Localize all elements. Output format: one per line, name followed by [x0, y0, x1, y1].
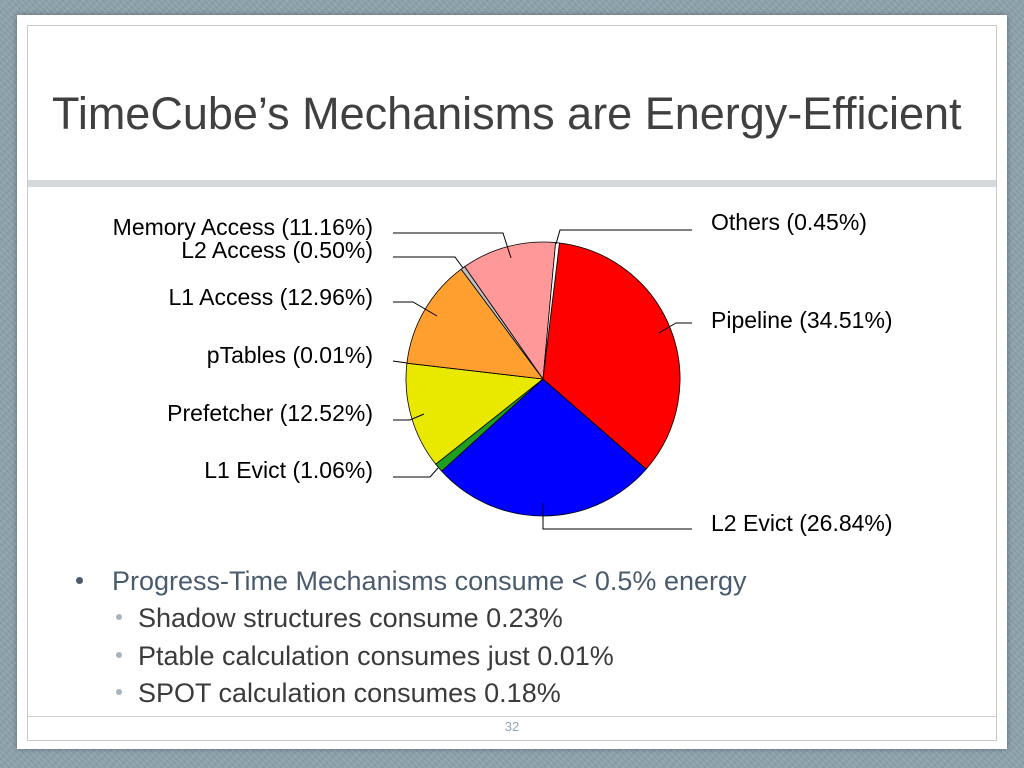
leader-line-prefetcher [393, 413, 425, 421]
slice-value: (12.96%) [273, 284, 373, 310]
slice-label-l1-access: L1 Access (12.96%) [168, 284, 373, 310]
slice-value: (11.16%) [275, 214, 373, 240]
bullet-marker [76, 577, 83, 584]
slice-value: (1.06%) [286, 457, 373, 483]
pie-slice-prefetcher [405, 362, 544, 465]
pie-slice-l1-access [406, 268, 544, 380]
pie-slice-l2-evict [441, 378, 647, 517]
bullet-text: Progress-Time Mechanisms consume < 0.5% … [112, 566, 747, 596]
slice-labels: Pipeline (34.51%) L2 Evict (26.84%) L1 Evi… [113, 209, 893, 536]
leader-line-l1-evict [393, 467, 439, 478]
leader-line-memory-access [393, 232, 512, 259]
leader-line-ptables [392, 360, 408, 364]
pie-slice-memory-access [464, 241, 557, 380]
slice-label-others: Others (0.45%) [711, 209, 867, 235]
slice-category: L2 Evict [711, 510, 793, 536]
sub-bullet-marker [116, 689, 122, 695]
leader-line-l1-access [393, 301, 438, 317]
slice-category: L1 Evict [204, 457, 286, 483]
slide-frame [27, 25, 997, 741]
sub-bullet-text: Shadow structures consume 0.23% [138, 603, 563, 633]
slice-label-l2-evict: L2 Evict (26.84%) [711, 510, 893, 536]
slice-category: L1 Access [168, 284, 273, 310]
slice-category: pTables [207, 342, 286, 368]
slice-value: (34.51%) [793, 307, 893, 333]
slice-label-l1-evict: L1 Evict (1.06%) [204, 457, 373, 483]
pie-chart: Pipeline (34.51%) L2 Evict (26.84%) L1 Evi… [113, 209, 893, 536]
leader-line-l2-evict [542, 503, 692, 530]
slice-category: Memory Access [113, 214, 275, 240]
title-divider [28, 180, 996, 187]
leader-lines [392, 229, 692, 530]
footer-divider [28, 716, 996, 717]
slice-category: Others [711, 209, 780, 235]
slice-label-memory-access: Memory Access (11.16%) [113, 214, 373, 240]
pie-slice-others [542, 242, 560, 380]
leader-line-others [555, 229, 692, 245]
sub-bullet-text: Ptable calculation consumes just 0.01% [138, 641, 614, 671]
pie-slices [405, 241, 681, 517]
leader-line-pipeline [658, 322, 692, 334]
slice-value: (0.45%) [780, 209, 867, 235]
sub-bullet-text: SPOT calculation consumes 0.18% [138, 678, 561, 708]
sub-bullet-marker [116, 652, 122, 658]
slice-category: Prefetcher [167, 400, 273, 426]
slice-value: (26.84%) [793, 510, 893, 536]
slice-category: L2 Access [181, 237, 286, 263]
slice-label-l2-access: L2 Access (0.50%) [181, 237, 373, 263]
pie-slice-pipeline [542, 242, 681, 470]
slice-category: Pipeline [711, 307, 793, 333]
slice-label-pipeline: Pipeline (34.51%) [711, 307, 893, 333]
slice-value: (0.01%) [286, 342, 373, 368]
slice-label-prefetcher: Prefetcher (12.52%) [167, 400, 373, 426]
leader-line-l2-access [393, 256, 464, 269]
slide-title: TimeCube’s Mechanisms are Energy-Efficie… [52, 88, 962, 139]
sub-bullet-marker [116, 614, 122, 620]
slice-value: (12.52%) [273, 400, 373, 426]
slice-value: (0.50%) [286, 237, 373, 263]
slice-label-ptables: pTables (0.01%) [207, 342, 373, 368]
page-number: 32 [504, 719, 520, 734]
